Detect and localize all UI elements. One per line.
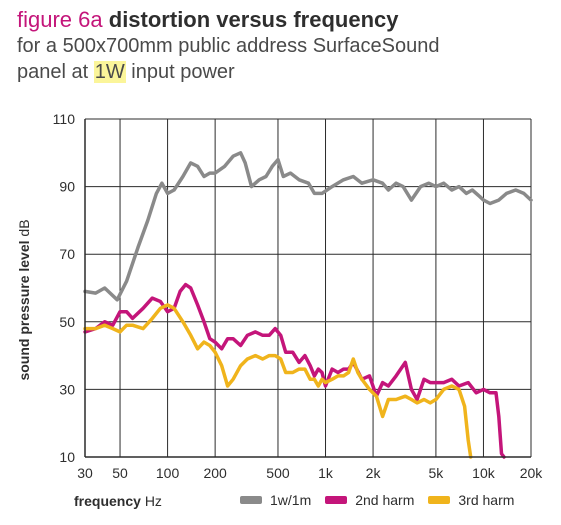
- series-line-3rd-harm: [83, 303, 473, 459]
- x-tick-labels: 30 50 100 200 500 1k 2k 5k 10k 20k: [77, 465, 543, 481]
- x-tick-label: 20k: [520, 465, 544, 481]
- subtitle-line-2: panel at 1W input power: [17, 59, 557, 85]
- legend-item-1w: 1w/1m: [240, 492, 311, 508]
- legend: 1w/1m 2nd harm 3rd harm: [240, 492, 528, 508]
- y-tick-label: 50: [59, 314, 75, 330]
- plot-frame: [84, 119, 531, 458]
- legend-item-3rd: 3rd harm: [428, 492, 514, 508]
- figure-title: distortion versus frequency: [108, 7, 399, 32]
- y-tick-label: 110: [53, 111, 76, 127]
- y-axis-unit: dB: [16, 219, 32, 240]
- y-tick-label: 10: [59, 449, 75, 465]
- x-tick-label: 30: [77, 465, 93, 481]
- legend-swatch-3rd: [428, 496, 451, 504]
- x-tick-label: 50: [112, 465, 128, 481]
- x-tick-label: 500: [266, 465, 290, 481]
- y-tick-label: 90: [59, 179, 75, 195]
- power-highlight: 1W: [93, 61, 126, 83]
- legend-label-1w: 1w/1m: [270, 492, 312, 508]
- figure-label: figure 6a: [17, 7, 103, 32]
- title-block: figure 6a distortion versus frequency fo…: [17, 6, 557, 85]
- legend-label-3rd: 3rd harm: [458, 492, 515, 508]
- legend-swatch-2nd: [325, 496, 348, 504]
- series-group: [83, 151, 533, 459]
- y-tick-labels: 10 30 50 70 90 110: [53, 111, 76, 465]
- x-axis-title-main: frequency: [74, 493, 141, 509]
- subtitle-line-1: for a 500x700mm public address SurfaceSo…: [17, 35, 440, 57]
- y-axis-title-main: sound pressure level: [16, 240, 32, 380]
- x-tick-label: 200: [203, 465, 227, 481]
- x-tick-label: 100: [156, 465, 180, 481]
- series-line-1w: [83, 151, 533, 302]
- subtitle-pre: panel at: [17, 61, 94, 83]
- x-tick-label: 10k: [472, 465, 496, 481]
- legend-swatch-1w: [240, 496, 262, 504]
- x-tick-label: 5k: [429, 465, 445, 481]
- legend-label-2nd: 2nd harm: [355, 492, 415, 508]
- y-tick-label: 30: [59, 381, 75, 397]
- x-tick-label: 2k: [366, 465, 382, 481]
- x-axis-title: frequency Hz: [74, 493, 162, 509]
- chart-title: figure 6a distortion versus frequency: [17, 6, 557, 33]
- legend-item-2nd: 2nd harm: [325, 492, 414, 508]
- y-axis-title: sound pressure level dB: [16, 219, 32, 380]
- x-tick-label: 1k: [318, 465, 334, 481]
- x-axis-unit: Hz: [144, 493, 162, 509]
- subtitle-post: input power: [125, 61, 235, 83]
- y-tick-label: 70: [59, 246, 75, 262]
